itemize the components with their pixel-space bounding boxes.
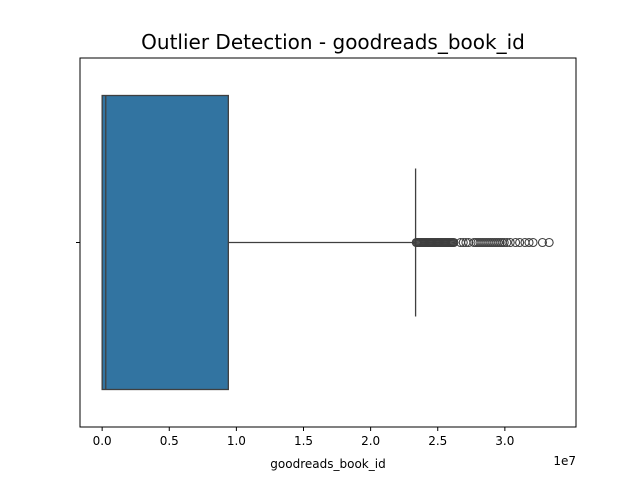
outlier-point [464,237,474,248]
x-tick-label: 0.0 [93,434,112,448]
outlier-point [511,237,521,248]
x-tick-label: 0.5 [160,434,179,448]
outlier-point [502,237,512,248]
outlier-point [458,237,468,248]
iqr-box [101,94,229,391]
x-tick-label: 2.5 [428,434,447,448]
outlier-point [528,237,538,248]
chart-title: Outlier Detection - goodreads_book_id [141,30,525,54]
x-tick-label: 1.0 [227,434,246,448]
outlier-point [524,237,534,248]
outlier-point [537,237,547,248]
outlier-point [515,237,525,248]
outlier-point [499,237,509,248]
x-axis-label: goodreads_book_id [270,457,385,471]
x-tick-label: 3.0 [495,434,514,448]
x-axis-offset-text: 1e7 [553,454,576,468]
x-tick-label: 1.5 [294,434,313,448]
outlier-point [449,237,459,248]
outlier-point [544,237,554,248]
outlier-point [505,237,515,248]
x-tick-label: 2.0 [361,434,380,448]
